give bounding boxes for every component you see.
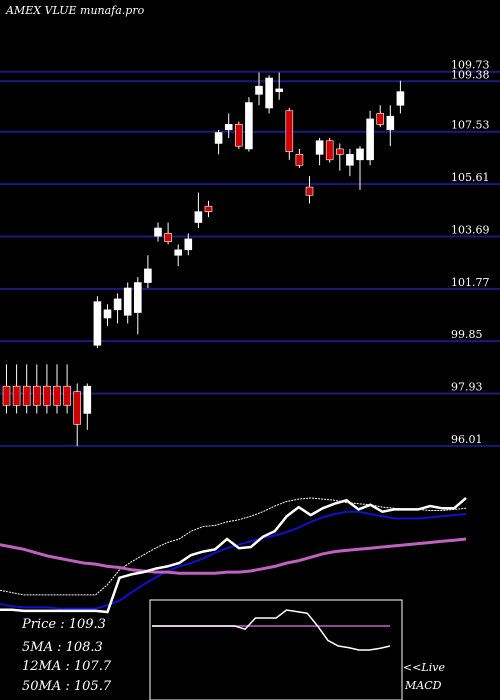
candle-bull xyxy=(194,211,203,223)
candle-bear xyxy=(43,385,51,406)
price-level-label: 97.93 xyxy=(451,381,483,394)
macd-title-label: MACD xyxy=(404,679,442,692)
candle-bull xyxy=(214,132,223,144)
candle-bear xyxy=(335,148,344,155)
macd-panel: <<Live MACD xyxy=(149,599,445,700)
price-level-label: 109.73 xyxy=(451,59,490,72)
candle-bull xyxy=(113,298,122,311)
price-level-label: 105.61 xyxy=(451,171,490,184)
candle-bull xyxy=(275,88,284,92)
candle-bull xyxy=(245,102,253,150)
candle-bear xyxy=(73,391,81,425)
candle-bear xyxy=(376,113,385,125)
stats-panel: Price : 109.3 5MA : 108.3 12MA : 107.7 5… xyxy=(21,617,112,694)
candle-bull xyxy=(255,85,263,95)
candle-bear xyxy=(295,154,304,166)
price-level-label: 103.69 xyxy=(451,223,490,236)
candle-bear xyxy=(235,124,243,147)
price-level-label: 96.01 xyxy=(451,433,483,446)
macd-lines xyxy=(152,609,391,651)
macd-line xyxy=(152,609,391,651)
chart-title: AMEX VLUE munafa.pro xyxy=(5,4,145,17)
candle-bull xyxy=(154,227,162,237)
stat-price: Price : 109.3 xyxy=(21,617,106,632)
candle-bear xyxy=(204,205,213,212)
candle-bull xyxy=(93,301,102,346)
candle-bear xyxy=(32,385,41,406)
candle-bear xyxy=(325,140,334,161)
moving-average-panel xyxy=(0,497,467,614)
candle-bear xyxy=(63,385,71,406)
ma-line-12ma xyxy=(0,510,467,610)
candle-bull xyxy=(386,115,395,131)
candle-bear xyxy=(285,110,294,152)
candle-bear xyxy=(2,385,11,406)
candle-bull xyxy=(144,268,152,283)
candle-bear xyxy=(164,233,172,242)
candle-bull xyxy=(315,140,324,155)
price-level-label: 107.53 xyxy=(451,119,490,132)
candle-bull xyxy=(83,385,92,414)
candle-bull xyxy=(134,282,142,313)
candle-bear xyxy=(305,186,314,196)
candle-bull xyxy=(184,238,193,251)
ma-line-price xyxy=(0,497,467,614)
candle-bull xyxy=(174,249,182,256)
candlesticks xyxy=(2,72,405,447)
ma-line-5ma xyxy=(0,497,467,596)
candle-bull xyxy=(103,309,112,319)
candle-bull xyxy=(356,148,364,161)
price-level-label: 99.85 xyxy=(451,328,483,341)
candle-bear xyxy=(22,385,31,406)
candle-bull xyxy=(224,124,233,131)
candle-bull xyxy=(265,77,273,109)
stat-12ma: 12MA : 107.7 xyxy=(22,659,112,674)
candle-bull xyxy=(346,154,354,166)
stat-50ma: 50MA : 105.7 xyxy=(22,679,112,694)
candle-bull xyxy=(396,91,405,106)
candle-bull xyxy=(366,118,374,161)
ma-line-50ma xyxy=(0,537,467,575)
candle-bear xyxy=(12,385,21,406)
candle-bull xyxy=(123,287,132,316)
stat-5ma: 5MA : 108.3 xyxy=(22,640,103,655)
macd-live-label: <<Live xyxy=(403,661,445,674)
price-level-label: 109.38 xyxy=(451,68,490,81)
candle-bear xyxy=(53,385,61,406)
price-level-label: 101.77 xyxy=(451,276,490,289)
